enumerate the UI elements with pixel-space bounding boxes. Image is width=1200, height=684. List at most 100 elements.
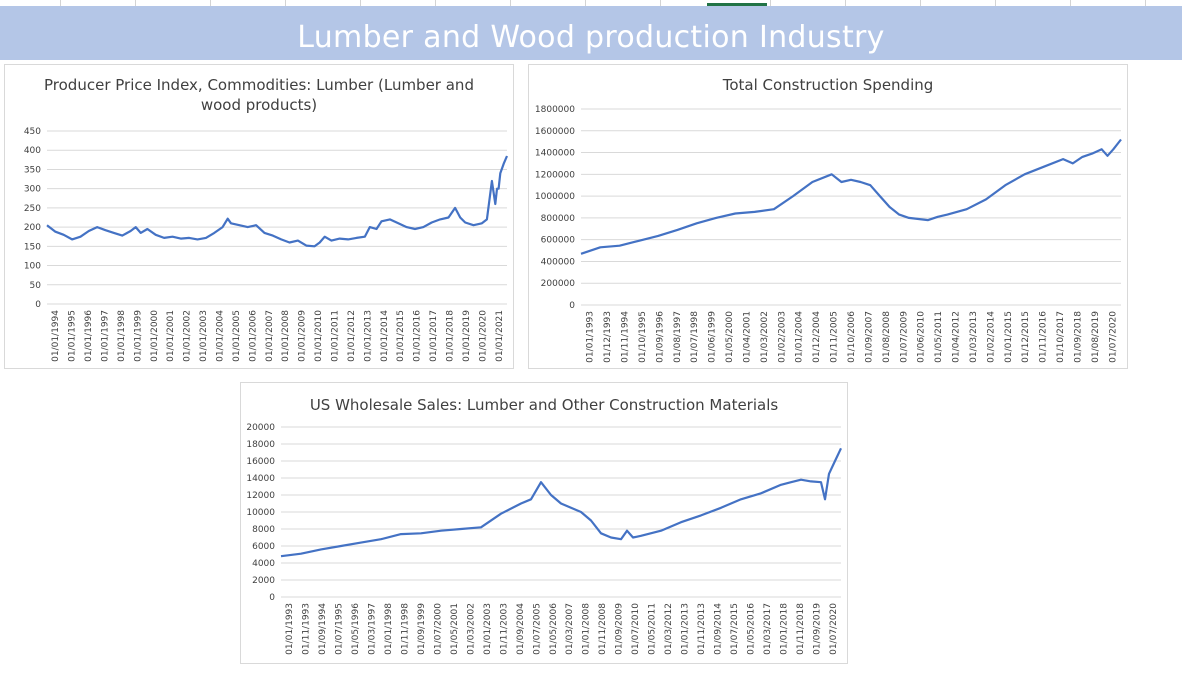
column-divider [510, 0, 511, 6]
y-tick-label: 16000 [246, 457, 275, 467]
x-tick-label: 01/03/2012 [664, 603, 674, 655]
x-tick-label: 01/04/2012 [952, 311, 962, 363]
x-tick-label: 01/10/2006 [847, 311, 857, 363]
x-tick-label: 01/11/1998 [401, 603, 411, 655]
x-tick-label: 01/02/2003 [777, 311, 787, 363]
column-divider [1145, 0, 1146, 6]
x-tick-label: 01/01/1999 [133, 310, 143, 362]
x-tick-label: 01/01/2020 [478, 310, 488, 362]
x-tick-label: 01/09/1994 [318, 603, 328, 655]
y-tick-label: 100 [24, 262, 41, 272]
x-tick-label: 01/11/1994 [621, 311, 631, 363]
y-tick-label: 400000 [541, 257, 576, 267]
x-tick-label: 01/10/1995 [638, 311, 648, 363]
x-tick-label: 01/09/2004 [516, 603, 526, 655]
x-tick-label: 01/07/2020 [1108, 311, 1118, 363]
chart-construction-spending[interactable]: Total Construction Spending 1800000 16000… [528, 64, 1128, 369]
y-tick-label: 18000 [246, 440, 275, 450]
x-tick-label: 01/07/1995 [335, 603, 345, 655]
x-tick-label: 01/01/2015 [1004, 311, 1014, 363]
x-tick-label: 01/11/2013 [697, 603, 707, 655]
x-tick-label: 01/01/1995 [68, 310, 78, 362]
x-tick-label: 01/04/2001 [742, 311, 752, 363]
y-tick-label: 1400000 [535, 149, 575, 159]
x-tick-label: 01/08/2008 [882, 311, 892, 363]
x-tick-label: 01/03/2002 [760, 311, 770, 363]
column-divider [210, 0, 211, 6]
chart-lumber-ppi[interactable]: Producer Price Index, Commodities: Lumbe… [4, 64, 514, 369]
x-tick-label: 01/10/2017 [1056, 311, 1066, 363]
column-divider [660, 0, 661, 6]
y-tick-label: 1600000 [535, 127, 575, 137]
column-divider [285, 0, 286, 6]
x-tick-label: 01/01/2008 [582, 603, 592, 655]
y-tick-label: 350 [24, 165, 41, 175]
y-tick-label: 400 [24, 146, 41, 156]
x-tick-label: 01/01/1994 [51, 310, 61, 362]
series-line [580, 138, 1122, 255]
x-tick-label: 01/11/2005 [830, 311, 840, 363]
x-tick-label: 01/09/2009 [615, 603, 625, 655]
x-tick-label: 01/01/1998 [117, 310, 127, 362]
x-tick-label: 01/01/2006 [248, 310, 258, 362]
x-tick-label: 01/03/2007 [565, 603, 575, 655]
y-tick-label: 6000 [252, 542, 275, 552]
chart-title-line: wood products) [200, 96, 318, 114]
x-tick-label: 01/12/1993 [603, 311, 613, 363]
chart-wholesale-sales[interactable]: US Wholesale Sales: Lumber and Other Con… [240, 382, 848, 664]
x-tick-label: 01/09/2014 [713, 603, 723, 655]
x-tick-label: 01/11/1993 [302, 603, 312, 655]
x-tick-label: 01/07/2015 [730, 603, 740, 655]
y-tick-label: 20000 [246, 423, 275, 433]
x-tick-label: 01/03/2013 [969, 311, 979, 363]
x-tick-label: 01/08/2019 [1091, 311, 1101, 363]
chart-plot-area: 450 400 350 300 250 200 150 100 50 0 01/01/1994 01/… [24, 127, 509, 362]
y-tick-label: 1000000 [535, 192, 575, 202]
x-tick-label: 01/09/1999 [417, 603, 427, 655]
x-tick-label: 01/07/1998 [690, 311, 700, 363]
y-tick-label: 800000 [541, 214, 576, 224]
selected-column-indicator[interactable] [707, 3, 767, 6]
x-tick-label: 01/01/1997 [101, 310, 111, 362]
series-line [280, 447, 842, 558]
x-tick-label: 01/07/2020 [829, 603, 839, 655]
x-tick-label: 01/01/1996 [84, 310, 94, 362]
x-tick-label: 01/01/2008 [281, 310, 291, 362]
x-tick-label: 01/01/2012 [347, 310, 357, 362]
x-tick-label: 01/01/2013 [681, 603, 691, 655]
x-tick-label: 01/01/2001 [166, 310, 176, 362]
x-tick-label: 01/01/2015 [396, 310, 406, 362]
chart-plot-area: 1800000 1600000 1400000 1200000 1000000 80000… [535, 105, 1122, 363]
x-tick-label: 01/11/2016 [1039, 311, 1049, 363]
x-tick-label: 01/07/2005 [532, 603, 542, 655]
chart-title: US Wholesale Sales: Lumber and Other Con… [241, 395, 847, 415]
x-tick-label: 01/09/2007 [864, 311, 874, 363]
x-tick-label: 01/05/2011 [648, 603, 658, 655]
x-tick-label: 01/01/1998 [384, 603, 394, 655]
y-tick-label: 1200000 [535, 170, 575, 180]
x-tick-label: 01/05/2006 [549, 603, 559, 655]
y-tick-label: 200 [24, 223, 41, 233]
x-tick-label: 01/01/2011 [331, 310, 341, 362]
y-tick-label: 2000 [252, 576, 275, 586]
x-tick-label: 01/01/2021 [495, 310, 505, 362]
y-tick-label: 14000 [246, 474, 275, 484]
chart-title-line: US Wholesale Sales: Lumber and Other Con… [309, 396, 779, 414]
sheet-title: Lumber and Wood production Industry [297, 20, 885, 55]
x-tick-label: 01/03/2017 [763, 603, 773, 655]
x-tick-label: 01/01/1993 [586, 311, 596, 363]
x-tick-label: 01/08/1997 [673, 311, 683, 363]
y-tick-label: 600000 [541, 236, 576, 246]
x-tick-label: 01/09/2019 [812, 603, 822, 655]
chart-plot-area: 2000018000160001400012000100008000600040… [246, 423, 842, 655]
y-tick-label: 200000 [541, 279, 576, 289]
y-tick-label: 50 [30, 281, 42, 291]
x-tick-label: 01/01/2016 [413, 310, 423, 362]
chart-title: Total Construction Spending [529, 75, 1127, 95]
column-divider [60, 0, 61, 6]
column-divider [770, 0, 771, 6]
y-tick-label: 8000 [252, 525, 275, 535]
x-tick-label: 01/05/2001 [450, 603, 460, 655]
x-tick-label: 01/09/2018 [1073, 311, 1083, 363]
y-tick-label: 10000 [246, 508, 275, 518]
